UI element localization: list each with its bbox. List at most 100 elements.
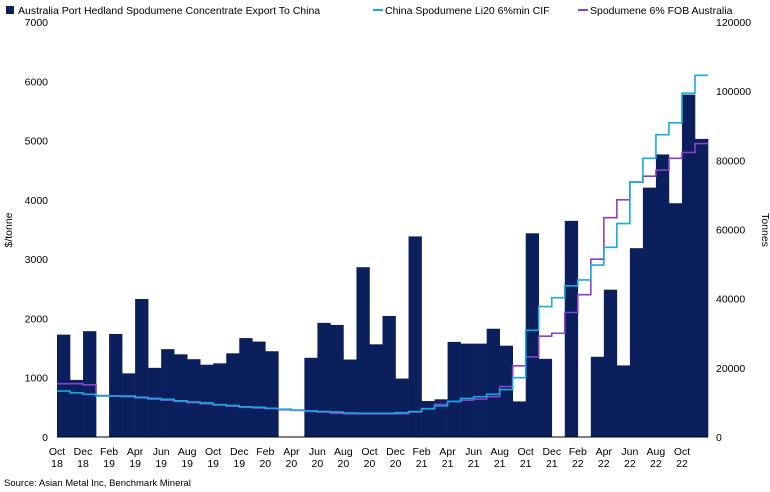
bar-Nov-20 <box>382 315 396 437</box>
bar-Jan-22 <box>564 220 579 437</box>
bar-Mar-21 <box>434 399 448 437</box>
x-tick-year: 20 <box>259 458 271 470</box>
x-tick-year: 22 <box>598 458 610 470</box>
bar-Jun-20 <box>317 322 331 438</box>
x-tick-month: Apr <box>439 446 456 458</box>
x-tick-month: Apr <box>596 446 613 458</box>
legend-label-2: Spodumene 6% FOB Australia <box>590 5 733 17</box>
bar-Jan-21 <box>408 236 422 437</box>
bar-Sep-19 <box>200 364 214 437</box>
x-tick-month: Feb <box>100 446 118 458</box>
x-tick-month: Feb <box>413 446 431 458</box>
x-tick-month: Jun <box>621 446 638 458</box>
x-tick-month: Oct <box>674 446 690 458</box>
bar-Jun-22 <box>629 248 644 437</box>
bar-Apr-19 <box>135 299 149 437</box>
bar-Jan-20 <box>252 341 266 437</box>
bar-Apr-22 <box>603 289 618 437</box>
x-tick-year: 22 <box>676 458 688 470</box>
y-left-tick-label: 0 <box>42 432 48 444</box>
x-tick-year: 20 <box>312 458 324 470</box>
bar-Jun-19 <box>161 349 175 437</box>
bar-Jul-22 <box>642 187 657 437</box>
bar-Nov-18 <box>70 379 84 437</box>
x-tick-year: 20 <box>364 458 376 470</box>
x-tick-month: Feb <box>256 446 274 458</box>
y-left-tick-label: 5000 <box>25 136 49 148</box>
x-tick-year: 20 <box>286 458 298 470</box>
bar-Jul-20 <box>330 324 344 437</box>
x-tick-month: Jun <box>153 446 170 458</box>
source-note: Source: Asian Metal Inc, Benchmark Miner… <box>4 478 191 489</box>
legend-label-1: China Spodumene Li20 6%min CIF <box>385 5 550 17</box>
y-left-tick-label: 7000 <box>25 17 49 29</box>
x-tick-month: Apr <box>283 446 300 458</box>
bar-Mar-19 <box>122 373 136 437</box>
bar-Feb-19 <box>109 333 123 437</box>
x-tick-year: 21 <box>494 458 506 470</box>
y-right-tick-label: 80000 <box>716 155 745 167</box>
x-tick-year: 18 <box>77 458 89 470</box>
bar-Oct-22 <box>681 94 696 438</box>
bar-May-20 <box>304 357 318 437</box>
bar-May-22 <box>616 365 631 437</box>
x-tick-month: Aug <box>334 446 353 458</box>
x-tick-month: Dec <box>386 446 405 458</box>
y-axis-right-title: Tonnes <box>759 213 770 247</box>
bar-Feb-21 <box>421 401 435 437</box>
x-tick-year: 21 <box>546 458 558 470</box>
bar-Apr-21 <box>447 341 461 437</box>
bar-May-19 <box>148 367 162 437</box>
bar-Dec-19 <box>239 338 253 437</box>
bar-Mar-22 <box>590 356 605 437</box>
y-left-tick-label: 2000 <box>25 313 49 325</box>
y-left-tick-label: 3000 <box>25 254 49 266</box>
y-right-tick-label: 0 <box>716 432 722 444</box>
bar-Sep-20 <box>356 267 370 437</box>
x-tick-year: 22 <box>572 458 584 470</box>
x-tick-month: Jun <box>465 446 482 458</box>
x-tick-month: Dec <box>230 446 249 458</box>
bar-Feb-20 <box>265 351 279 437</box>
bar-Oct-18 <box>57 334 71 437</box>
x-tick-year: 22 <box>650 458 662 470</box>
x-tick-year: 19 <box>207 458 219 470</box>
legend-label-0: Australia Port Hedland Spodumene Concent… <box>18 5 320 17</box>
x-tick-year: 19 <box>103 458 115 470</box>
x-tick-year: 21 <box>468 458 480 470</box>
x-tick-month: Aug <box>647 446 666 458</box>
bar-Jul-19 <box>174 354 188 437</box>
bar-May-21 <box>460 343 474 438</box>
price-lines <box>57 74 708 415</box>
x-tick-year: 18 <box>51 458 63 470</box>
x-tick-month: Oct <box>361 446 377 458</box>
series-china-cif-line <box>57 74 708 415</box>
x-tick-year: 19 <box>155 458 167 470</box>
bar-Aug-22 <box>655 154 670 437</box>
bar-Nov-19 <box>226 353 240 437</box>
x-tick-month: Dec <box>74 446 93 458</box>
bar-Jul-21 <box>486 328 500 437</box>
y-right-tick-label: 40000 <box>716 294 745 306</box>
x-tick-year: 19 <box>181 458 193 470</box>
bar-Nov-21 <box>538 358 553 437</box>
bar-Oct-20 <box>369 344 383 437</box>
x-tick-month: Oct <box>518 446 534 458</box>
x-tick-year: 19 <box>233 458 245 470</box>
x-tick-year: 22 <box>624 458 636 470</box>
x-tick-year: 21 <box>520 458 532 470</box>
y-left-tick-label: 4000 <box>25 195 49 207</box>
export-bars <box>57 94 709 438</box>
y-right-tick-label: 60000 <box>716 225 745 237</box>
x-tick-year: 19 <box>129 458 141 470</box>
x-tick-month: Apr <box>127 446 144 458</box>
x-tick-month: Oct <box>49 446 65 458</box>
y-left-tick-label: 1000 <box>25 373 49 385</box>
x-tick-year: 20 <box>390 458 402 470</box>
x-tick-month: Aug <box>178 446 197 458</box>
y-right-tick-label: 20000 <box>716 363 745 375</box>
bar-Nov-22 <box>694 138 709 437</box>
x-tick-year: 21 <box>416 458 428 470</box>
x-tick-month: Jun <box>309 446 326 458</box>
x-tick-month: Dec <box>542 446 561 458</box>
